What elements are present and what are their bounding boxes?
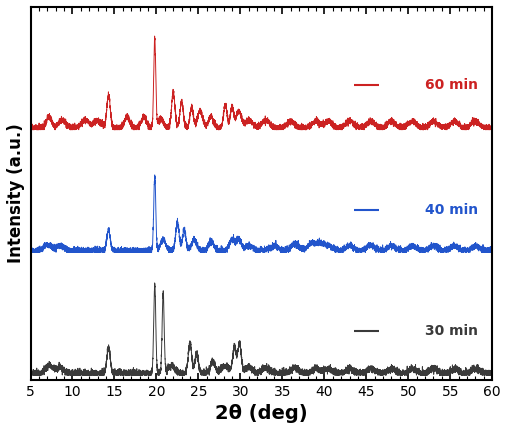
Text: 40 min: 40 min — [425, 203, 478, 217]
Text: 60 min: 60 min — [425, 78, 478, 92]
Y-axis label: Intensity (a.u.): Intensity (a.u.) — [7, 123, 25, 263]
Text: 30 min: 30 min — [425, 323, 478, 338]
X-axis label: 2θ (deg): 2θ (deg) — [215, 404, 308, 423]
